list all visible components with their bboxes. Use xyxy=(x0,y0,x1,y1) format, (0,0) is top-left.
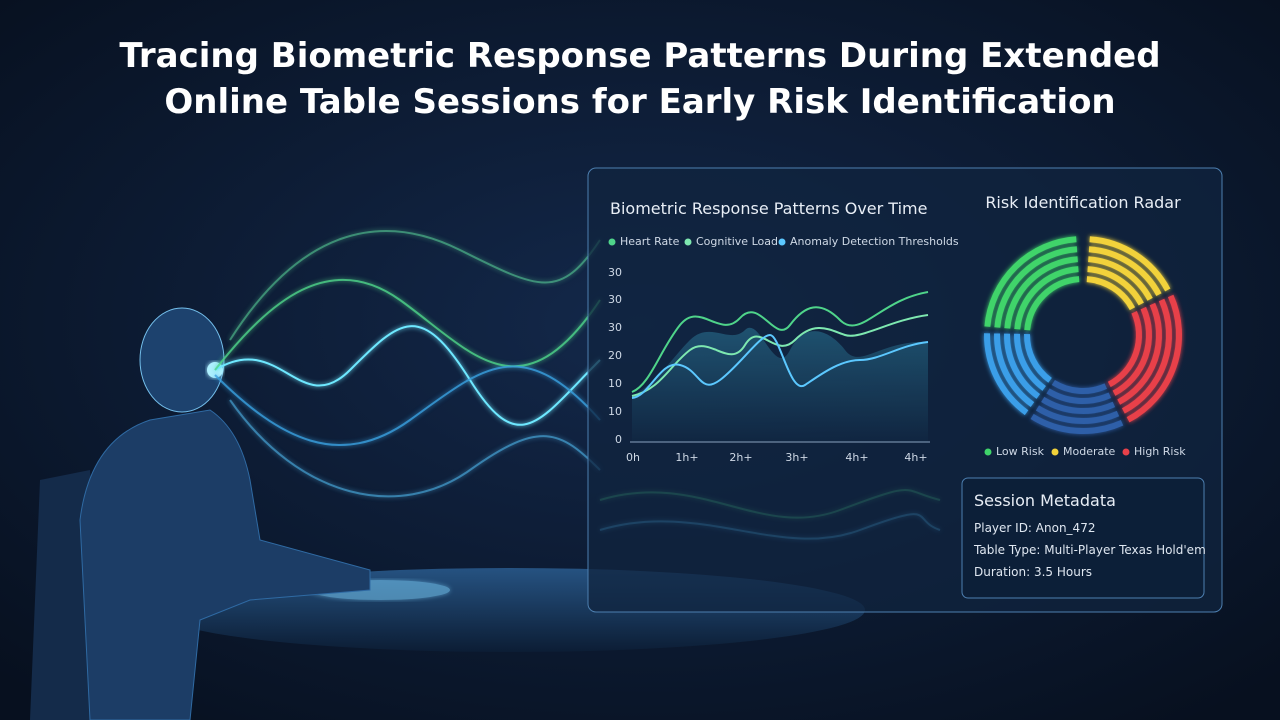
legend-dot xyxy=(1122,448,1130,456)
series-line xyxy=(631,314,929,397)
radar xyxy=(984,236,1182,434)
wave xyxy=(229,399,601,498)
legend-label: High Risk xyxy=(1134,445,1186,458)
radar-ring xyxy=(1024,333,1052,383)
radar-ring xyxy=(1014,266,1079,330)
radar-title: Risk Identification Radar xyxy=(985,193,1181,212)
y-tick-label: 30 xyxy=(608,293,622,306)
radar-ring xyxy=(1086,276,1136,311)
legend-dot xyxy=(608,238,616,246)
title-line: Online Table Sessions for Early Risk Ide… xyxy=(164,82,1115,122)
y-tick-label: 20 xyxy=(608,349,622,362)
radar-ring xyxy=(994,246,1078,328)
wave xyxy=(214,325,601,426)
radar-ring xyxy=(1046,388,1112,404)
legend-label: Moderate xyxy=(1063,445,1116,458)
metadata-box xyxy=(961,477,1205,599)
metadata-row: Table Type: Multi-Player Texas Hold'em xyxy=(973,543,1206,557)
x-tick-label: 3h+ xyxy=(785,451,808,464)
radar-ring xyxy=(1117,302,1162,405)
radar-ring xyxy=(1035,405,1120,424)
legend-label: Low Risk xyxy=(996,445,1045,458)
y-tick-label: 30 xyxy=(608,321,622,334)
area xyxy=(632,327,928,442)
radar-ring xyxy=(1024,276,1080,331)
wave xyxy=(214,278,601,371)
radar-ring xyxy=(1089,236,1171,292)
chart-title: Biometric Response Patterns Over Time xyxy=(610,199,927,218)
person-body xyxy=(79,409,371,720)
metadata-row: Player ID: Anon_472 xyxy=(974,521,1095,535)
y-tick-label: 10 xyxy=(608,405,622,418)
plot xyxy=(630,291,930,443)
x-tick-label: 2h+ xyxy=(729,451,752,464)
legend-label: Heart Rate xyxy=(620,235,680,248)
radar-ring xyxy=(1004,256,1078,329)
radar-ring xyxy=(1121,298,1172,414)
radar-ring xyxy=(1030,413,1124,434)
radar-ring xyxy=(994,333,1035,408)
radar-ring xyxy=(1126,294,1182,423)
legend-dot xyxy=(684,238,692,246)
radar-ring xyxy=(1014,333,1047,391)
series-line xyxy=(631,333,929,399)
x-tick-label: 1h+ xyxy=(675,451,698,464)
x-tick-label: 4h+ xyxy=(845,451,868,464)
radar-ring xyxy=(1088,246,1162,297)
radar-ring xyxy=(1087,266,1144,306)
legend-label: Cognitive Load xyxy=(696,235,778,248)
x-tick-label: 0h xyxy=(626,451,640,464)
legend-dot xyxy=(984,448,992,456)
radar-ring xyxy=(1004,333,1041,399)
y-tick-label: 0 xyxy=(615,433,622,446)
wave xyxy=(214,365,601,446)
radar-ring xyxy=(1051,379,1107,394)
legend-label: Anomaly Detection Thresholds xyxy=(790,235,959,248)
metadata-row: Duration: 3.5 Hours xyxy=(974,565,1092,579)
radar-ring xyxy=(1088,256,1153,301)
title-line: Tracing Biometric Response Patterns Duri… xyxy=(119,36,1160,76)
x-tick-label: 4h+ xyxy=(904,451,927,464)
radar-ring xyxy=(1041,396,1116,414)
series-line xyxy=(631,291,929,393)
metadata-title: Session Metadata xyxy=(974,491,1116,510)
radar-ring xyxy=(984,333,1029,416)
radar-ring xyxy=(1107,311,1142,388)
y-tick-label: 10 xyxy=(608,377,622,390)
legend-dot xyxy=(778,238,786,246)
y-tick-label: 30 xyxy=(608,266,622,279)
legend-dot xyxy=(1051,448,1059,456)
wave xyxy=(229,230,601,341)
radar-ring xyxy=(1112,306,1152,396)
radar-ring xyxy=(984,236,1077,327)
person-head xyxy=(139,307,225,413)
